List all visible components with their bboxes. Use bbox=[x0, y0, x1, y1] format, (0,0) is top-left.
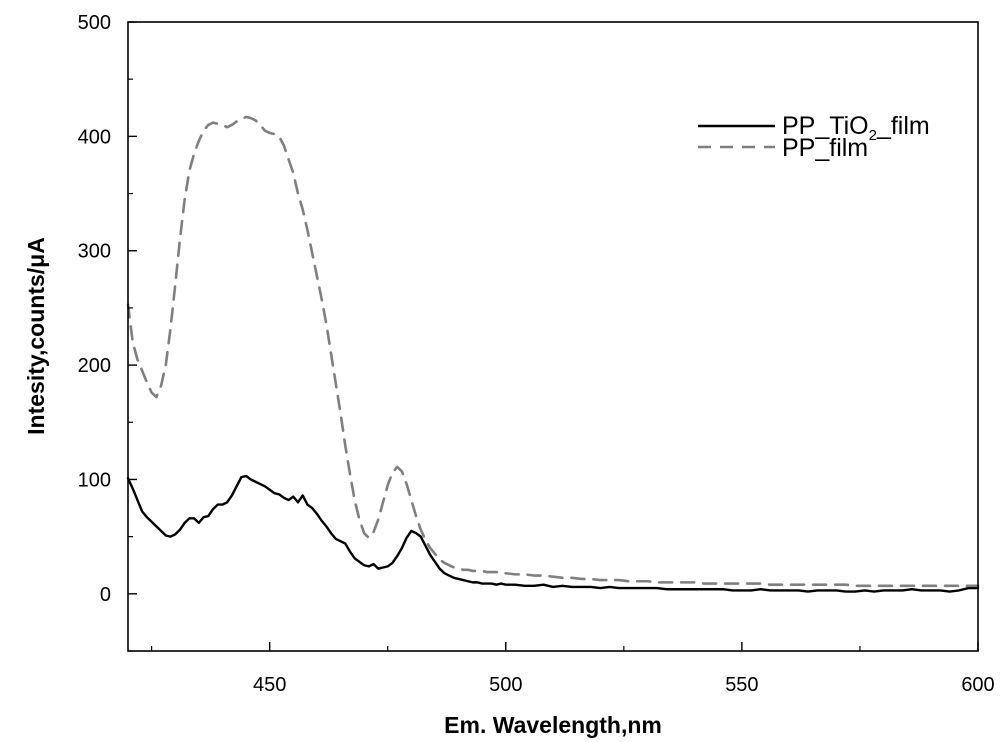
x-axis-ticks: 450 500 550 600 bbox=[151, 642, 995, 696]
y-axis-title: Intesity,counts/μA bbox=[23, 237, 49, 435]
y-axis-ticks: 0 100 200 300 400 500 bbox=[78, 12, 137, 652]
x-tick-label: 550 bbox=[725, 674, 758, 696]
legend-label-pp-tio2-film-subscript: 2 bbox=[869, 127, 877, 144]
series-line-pp-tio2-film bbox=[126, 474, 980, 593]
y-tick-label: 100 bbox=[78, 469, 111, 491]
legend-label-pp-film: PP_film bbox=[782, 134, 868, 162]
legend-label-pp-tio2-film-part1: PP_TiO bbox=[782, 112, 869, 140]
y-tick-label: 200 bbox=[78, 355, 111, 377]
legend-label-pp-film-part1: PP_film bbox=[782, 134, 868, 162]
plot-frame bbox=[127, 21, 979, 652]
y-tick-label: 300 bbox=[78, 241, 111, 263]
x-tick-label: 600 bbox=[961, 674, 994, 696]
x-tick-label: 500 bbox=[489, 674, 522, 696]
y-tick-label: 400 bbox=[78, 126, 111, 148]
series-line-pp-film bbox=[126, 115, 980, 588]
y-tick-label: 500 bbox=[78, 12, 111, 34]
legend-label-pp-tio2-film: PP_TiO2_film bbox=[782, 112, 930, 144]
y-tick-label: 0 bbox=[100, 584, 111, 606]
legend-label-pp-tio2-film-part2: _film bbox=[876, 112, 930, 140]
series-layer bbox=[126, 115, 980, 593]
x-axis-title: Em. Wavelength,nm bbox=[444, 712, 662, 738]
x-tick-label: 450 bbox=[253, 674, 286, 696]
legend: PP_TiO2_film PP_film bbox=[698, 112, 930, 162]
